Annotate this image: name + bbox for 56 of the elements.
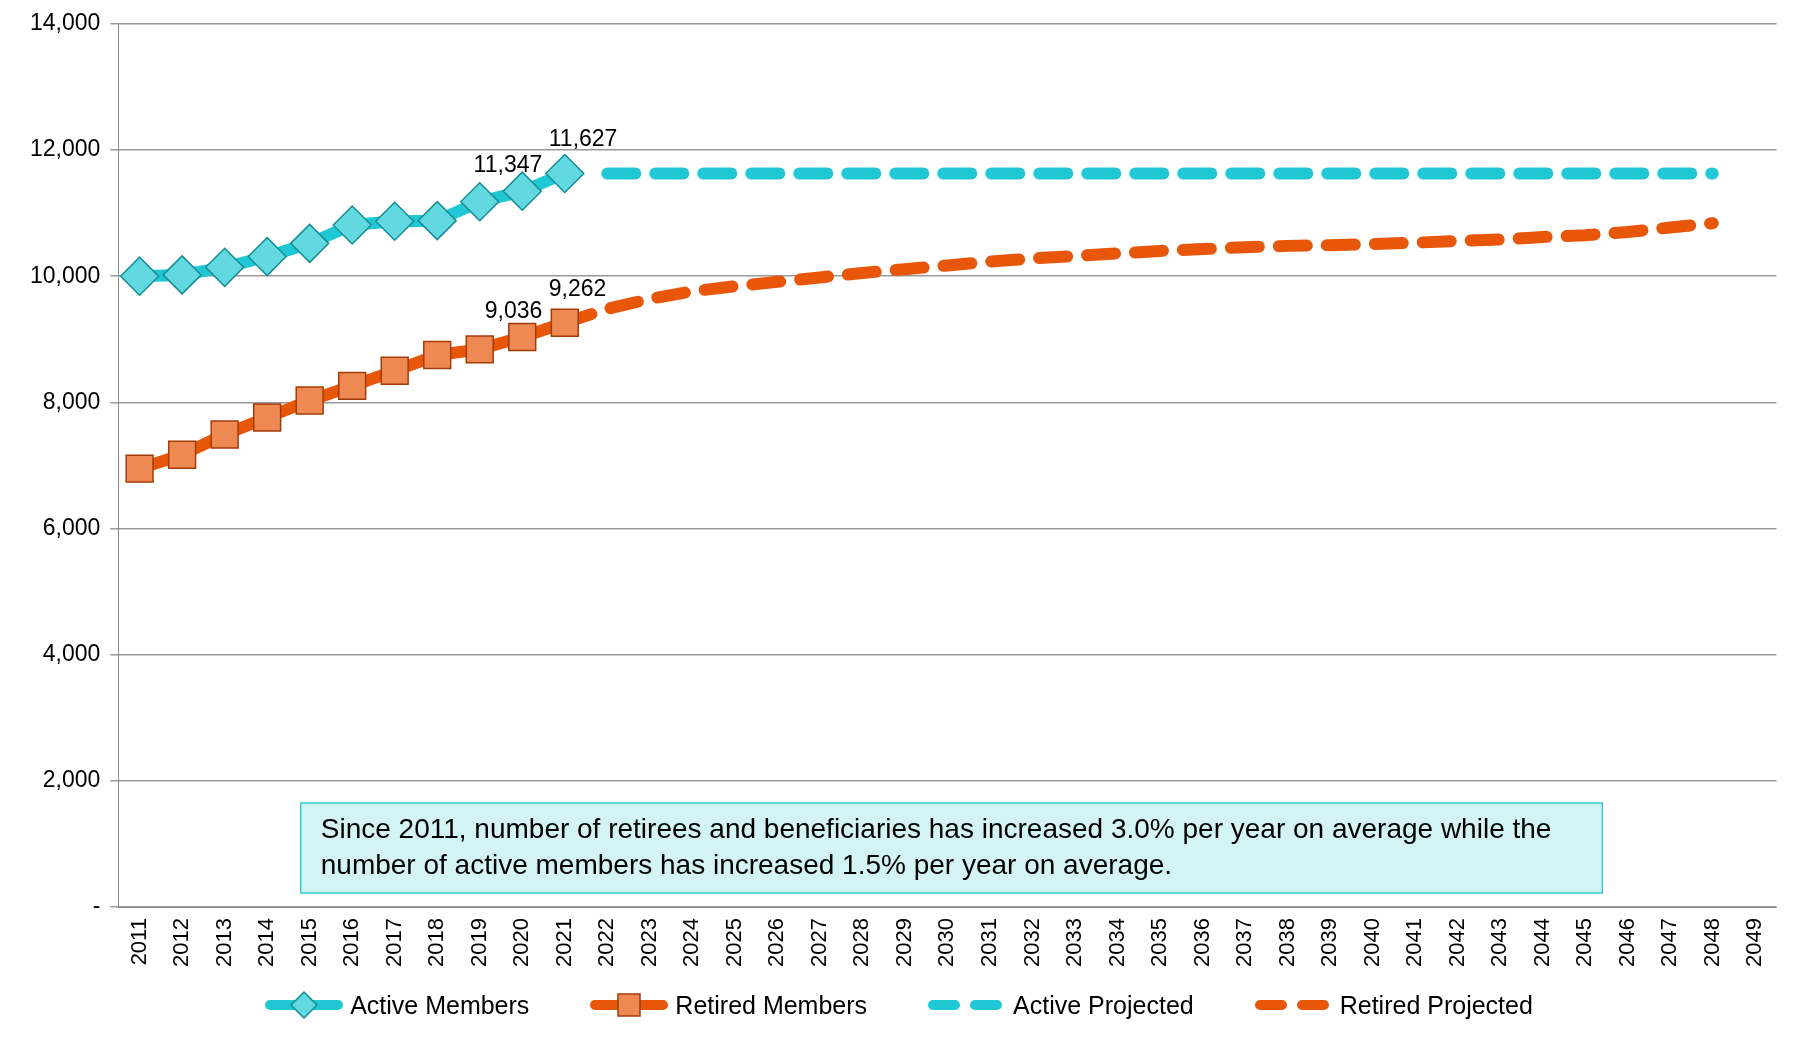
x-tick-label: 2017 <box>380 918 406 968</box>
x-tick-label: 2021 <box>550 918 576 968</box>
x-tick-label: 2020 <box>508 918 534 968</box>
x-tick-label: 2041 <box>1401 918 1427 968</box>
x-tick-label: 2044 <box>1528 918 1554 968</box>
x-tick-label: 2035 <box>1146 918 1172 968</box>
x-tick-label: 2013 <box>210 918 236 968</box>
y-tick-label: 8,000 <box>42 387 101 414</box>
x-tick-label: 2043 <box>1486 918 1512 968</box>
x-tick-label: 2011 <box>125 918 151 966</box>
x-tick-label: 2012 <box>168 918 194 968</box>
x-tick-label: 2026 <box>763 918 789 968</box>
x-tick-label: 2040 <box>1358 918 1384 968</box>
data-label: 9,262 <box>548 274 607 301</box>
legend-label: Active Projected <box>1013 990 1194 1020</box>
y-tick-label: 12,000 <box>29 135 101 162</box>
x-tick-label: 2029 <box>890 918 916 968</box>
data-label: 11,627 <box>548 125 618 152</box>
x-tick-label: 2024 <box>678 918 704 968</box>
x-tick-label: 2045 <box>1571 918 1597 968</box>
x-tick-label: 2037 <box>1231 918 1257 968</box>
y-tick-label: 4,000 <box>42 640 101 667</box>
x-tick-label: 2014 <box>253 918 279 968</box>
x-tick-label: 2022 <box>593 918 619 968</box>
x-tick-label: 2027 <box>805 918 831 968</box>
x-tick-label: 2028 <box>848 918 874 968</box>
x-tick-label: 2032 <box>1018 918 1044 968</box>
x-tick-label: 2042 <box>1443 918 1469 968</box>
y-tick-label: 10,000 <box>29 261 101 288</box>
annotation: Since 2011, number of retirees and beneficiaries has increased 3.0% per year on average while the number of active members has increased 1.5% per year on average. <box>320 812 1552 880</box>
x-tick-label: 2046 <box>1613 918 1639 968</box>
y-tick-label: 2,000 <box>42 766 101 793</box>
x-tick-label: 2033 <box>1061 918 1087 968</box>
y-tick-label: 14,000 <box>29 9 101 36</box>
x-tick-label: 2015 <box>295 918 321 968</box>
legend-label: Retired Projected <box>1339 990 1533 1020</box>
x-tick-label: 2038 <box>1273 918 1299 968</box>
x-tick-label: 2049 <box>1741 918 1767 968</box>
data-label: 9,036 <box>484 296 543 323</box>
legend-label: Active Members <box>350 990 530 1020</box>
x-tick-label: 2031 <box>976 918 1001 968</box>
x-tick-label: 2039 <box>1316 918 1342 968</box>
x-tick-label: 2019 <box>465 918 491 968</box>
y-tick-label: - <box>92 892 101 919</box>
x-tick-label: 2025 <box>720 918 746 968</box>
x-tick-label: 2036 <box>1188 918 1214 968</box>
x-tick-label: 2034 <box>1103 918 1129 968</box>
y-tick-label: 6,000 <box>42 513 101 540</box>
x-tick-label: 2047 <box>1656 918 1682 968</box>
x-tick-label: 2023 <box>635 918 661 968</box>
x-tick-label: 2030 <box>933 918 959 968</box>
data-label: 11,347 <box>473 151 543 178</box>
x-tick-label: 2018 <box>423 918 449 968</box>
x-tick-label: 2016 <box>338 918 364 968</box>
legend-label: Retired Members <box>675 990 868 1020</box>
x-tick-label: 2048 <box>1698 918 1724 968</box>
